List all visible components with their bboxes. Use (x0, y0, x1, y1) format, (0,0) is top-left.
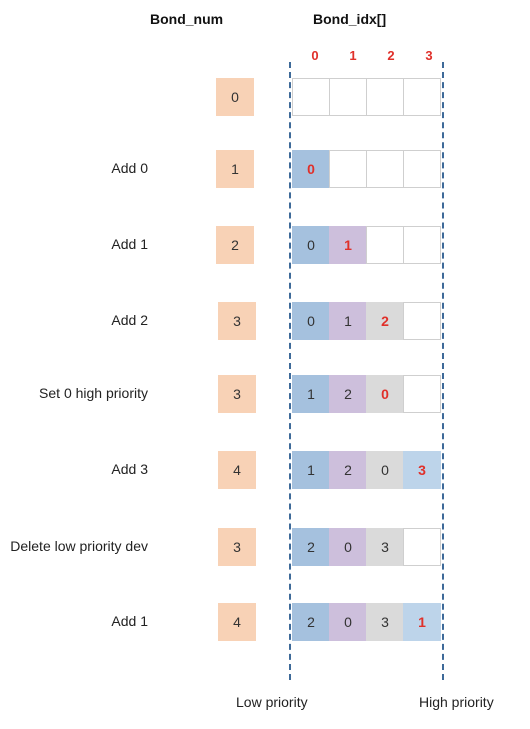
bond-idx-cell (403, 302, 441, 340)
bond-idx-cell: 0 (292, 302, 330, 340)
bond-num-box: 3 (218, 375, 256, 413)
operation-label: Delete low priority dev (10, 538, 148, 554)
bond-idx-cell: 0 (292, 226, 330, 264)
bond-num-box: 0 (216, 78, 254, 116)
bond-idx-header: Bond_idx[] (313, 11, 387, 27)
low-priority-boundary (289, 62, 291, 680)
bond-idx-cell: 3 (366, 528, 404, 566)
bond-idx-cell (403, 150, 441, 188)
operation-label: Add 3 (111, 461, 148, 477)
bond-idx-cell: 0 (366, 451, 404, 489)
low-priority-label: Low priority (236, 694, 308, 710)
index-label: 3 (425, 48, 433, 63)
bond-num-box: 4 (218, 451, 256, 489)
bond-idx-cell: 1 (329, 226, 367, 264)
bond-num-box: 1 (216, 150, 254, 188)
step-row: 0 (0, 78, 530, 116)
operation-label: Set 0 high priority (39, 385, 148, 401)
bond-num-header: Bond_num (150, 11, 224, 27)
index-label: 0 (311, 48, 319, 63)
bond-idx-cell (403, 78, 441, 116)
bond-idx-cell: 1 (292, 451, 330, 489)
bond-num-box: 3 (218, 528, 256, 566)
bond-idx-cell: 1 (403, 603, 441, 641)
bond-idx-cell (403, 375, 441, 413)
bond-idx-cell: 0 (292, 150, 330, 188)
bond-idx-cell: 2 (292, 603, 330, 641)
bond-idx-cell: 0 (329, 528, 367, 566)
bond-idx-cell: 2 (292, 528, 330, 566)
operation-label: Add 0 (111, 160, 148, 176)
bond-idx-cell (366, 150, 404, 188)
bond-num-box: 4 (218, 603, 256, 641)
operation-label: Add 1 (111, 613, 148, 629)
index-label: 1 (349, 48, 357, 63)
operation-label: Add 1 (111, 236, 148, 252)
bond-idx-cell (366, 226, 404, 264)
bond-idx-cell: 1 (329, 302, 367, 340)
bond-idx-cell (329, 150, 367, 188)
bond-num-box: 2 (216, 226, 254, 264)
bond-idx-cell (403, 226, 441, 264)
bond-idx-array (292, 78, 444, 116)
bond-idx-cell: 2 (329, 375, 367, 413)
high-priority-boundary (442, 62, 444, 680)
bond-idx-cell (403, 528, 441, 566)
bond-num-box: 3 (218, 302, 256, 340)
operation-label: Add 2 (111, 312, 148, 328)
bond-idx-cell: 1 (292, 375, 330, 413)
bond-idx-array: 0 (292, 150, 444, 188)
bond-idx-cell (366, 78, 404, 116)
high-priority-label: High priority (419, 694, 494, 710)
bond-idx-cell: 2 (366, 302, 404, 340)
bond-idx-cell (292, 78, 330, 116)
index-label: 2 (387, 48, 395, 63)
bond-idx-cell: 0 (366, 375, 404, 413)
bond-idx-cell: 2 (329, 451, 367, 489)
bond-idx-cell (329, 78, 367, 116)
bond-idx-cell: 3 (366, 603, 404, 641)
bond-idx-cell: 0 (329, 603, 367, 641)
step-row: Set 0 high priority 3 1 2 0 (0, 375, 530, 413)
bond-idx-cell: 3 (403, 451, 441, 489)
step-row: Delete low priority dev 3 2 0 3 (0, 528, 530, 566)
